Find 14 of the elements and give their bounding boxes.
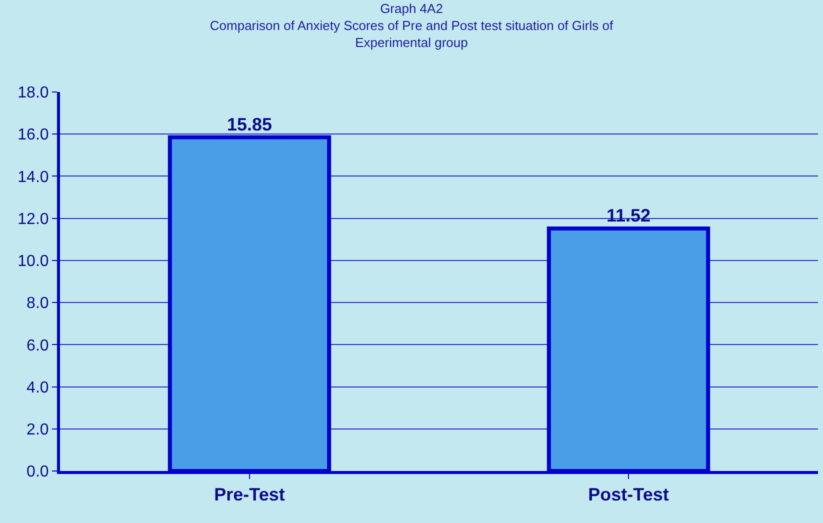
- y-tick-label: 0.0: [26, 464, 49, 481]
- y-tick-label: 18.0: [18, 84, 49, 102]
- y-tick-label: 10.0: [18, 253, 49, 270]
- chart-title: Graph 4A2 Comparison of Anxiety Scores of Pre and Post test situation of Girls of Experimental group: [210, 1, 614, 50]
- y-tick-label: 14.0: [18, 168, 49, 186]
- y-tick-label: 6.0: [26, 337, 49, 354]
- x-tick-label: Post-Test: [588, 484, 669, 505]
- y-tick-label: 16.0: [18, 126, 49, 144]
- y-tick-label: 4.0: [26, 379, 49, 396]
- y-tick-label: 2.0: [26, 421, 49, 438]
- data-label: 15.85: [226, 114, 272, 134]
- x-tick-label: Pre-Test: [214, 484, 285, 505]
- y-tick-label: 12.0: [18, 210, 49, 228]
- y-tick-label: 8.0: [26, 295, 49, 312]
